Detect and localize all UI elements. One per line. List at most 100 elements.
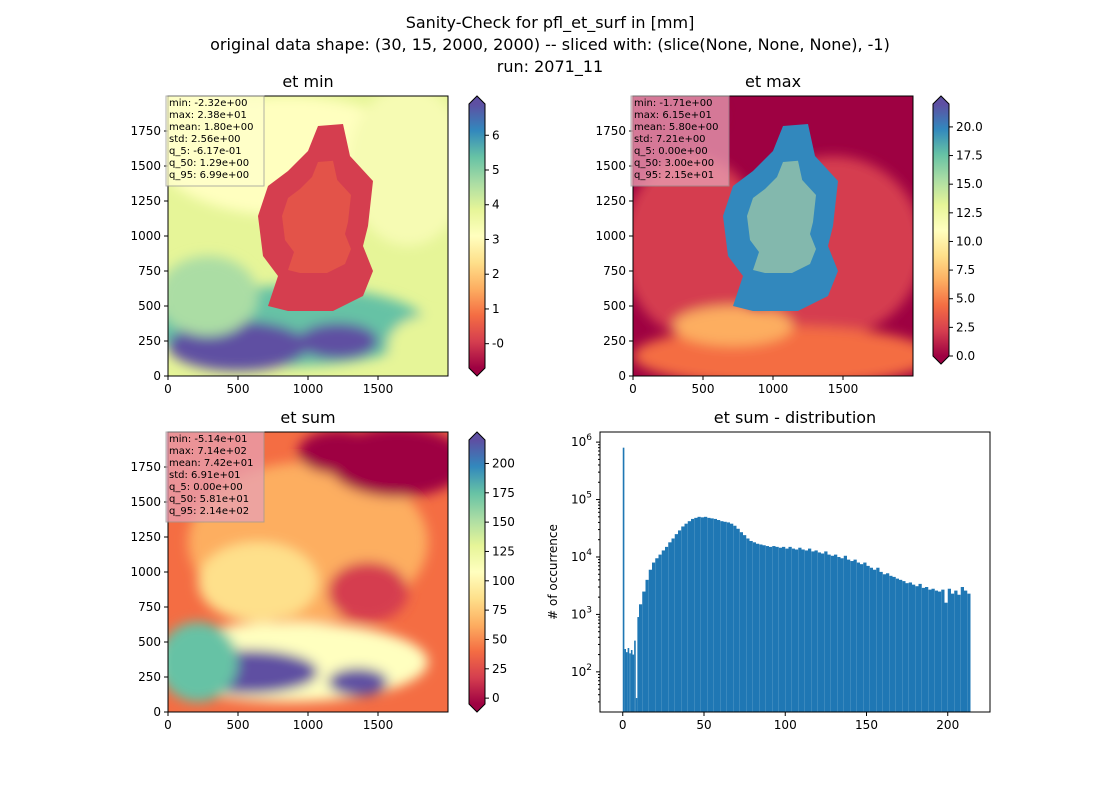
histogram-bar — [808, 548, 812, 712]
histogram-bar — [850, 561, 854, 712]
figure-title-line-3: run: 2071_11 — [496, 57, 604, 76]
colorbar-tick-label: 150 — [492, 515, 515, 529]
histogram-bar — [882, 574, 886, 712]
colorbar-tick-label: 2.5 — [956, 320, 975, 334]
y-tick-label: 1500 — [595, 159, 626, 173]
y-tick-label: 1000 — [595, 229, 626, 243]
x-tick-label: 0 — [619, 718, 627, 732]
colorbar-outline — [468, 95, 486, 377]
histogram-bar — [795, 549, 799, 712]
colorbar-tick-label: 75 — [492, 603, 507, 617]
colorbar-tick-label: 0 — [492, 691, 500, 705]
histogram-bar — [902, 581, 906, 712]
histogram-bar — [626, 652, 628, 712]
stats-line: q_95: 2.14e+02 — [169, 506, 249, 517]
histogram-bar — [772, 546, 776, 712]
y-tick-label: 103 — [571, 605, 592, 621]
histogram-bars — [622, 447, 971, 712]
histogram-bar — [960, 587, 964, 712]
panel-title: et min — [282, 72, 333, 91]
histogram-bar — [905, 583, 909, 712]
stats-line: q_50: 3.00e+00 — [634, 158, 714, 169]
histogram-bar — [726, 522, 730, 712]
colorbar-tick-label: 20.0 — [956, 120, 983, 134]
colorbar-tick-label: -0 — [492, 337, 504, 351]
histogram-bar — [749, 540, 753, 712]
histogram-bar — [869, 567, 873, 712]
axes-frame — [599, 431, 991, 713]
colorbar-extend-min — [469, 704, 485, 712]
histogram-bar — [964, 590, 968, 712]
histogram-bar — [804, 550, 808, 712]
colorbar-gradient — [469, 104, 485, 368]
histogram-bar — [639, 604, 643, 712]
histogram-bar — [899, 579, 903, 712]
y-tick-label: 250 — [138, 334, 161, 348]
stats-box-background — [630, 95, 730, 187]
histogram-bar — [860, 564, 864, 712]
stats-line: mean: 5.80e+00 — [634, 122, 718, 133]
colorbar-extend-min — [933, 356, 949, 364]
histogram-bar — [967, 593, 971, 712]
histogram-bar — [830, 555, 834, 712]
histogram-bar — [634, 640, 636, 712]
histogram-bar — [697, 516, 701, 712]
histogram-bar — [710, 518, 714, 712]
histogram-bar — [678, 530, 682, 712]
histogram-bar — [648, 569, 652, 712]
figure-title-line-1: Sanity-Check for pfl_et_surf in [mm] — [405, 13, 695, 32]
y-tick-label: 500 — [603, 299, 626, 313]
field-blob — [388, 316, 448, 376]
colorbar-tick-label: 6 — [492, 128, 500, 142]
y-tick-label: 102 — [571, 663, 592, 679]
histogram-bar — [889, 575, 893, 712]
colorbar: 0.0 2.5 5.0 7.5 10.0 12.5 15.0 17.5 20.0 — [932, 95, 983, 365]
colorbar-extend-min — [469, 368, 485, 376]
histogram-bar — [931, 588, 935, 712]
stats-line: mean: 7.42e+01 — [169, 458, 253, 469]
y-tick-label: 1750 — [130, 124, 161, 138]
histogram-bar — [957, 594, 961, 712]
histogram-bar — [694, 517, 698, 712]
stats-line: q_50: 1.29e+00 — [169, 158, 249, 169]
x-tick-label: 150 — [855, 718, 878, 732]
stats-line: std: 2.56e+00 — [169, 134, 241, 145]
histogram-bar — [762, 545, 766, 712]
x-tick-label: 1000 — [293, 382, 324, 396]
histogram-bar — [843, 555, 847, 712]
y-tick-label: 1000 — [130, 565, 161, 579]
colorbar-tick-label: 200 — [492, 456, 515, 470]
histogram-bar — [730, 523, 734, 712]
histogram-bar — [778, 547, 782, 712]
histogram-bar — [782, 546, 786, 712]
histogram-bar — [674, 534, 678, 712]
histogram-bar — [941, 589, 945, 712]
y-tick-label: 1500 — [130, 495, 161, 509]
histogram-bar — [798, 547, 802, 712]
colorbar-tick-label: 5 — [492, 163, 500, 177]
histogram-bar — [834, 554, 838, 712]
histogram-bar — [801, 549, 805, 712]
stats-line: min: -2.32e+00 — [169, 98, 248, 109]
histogram-bar — [637, 617, 639, 712]
histogram-bar — [947, 588, 951, 712]
histogram-bar — [627, 648, 630, 712]
histogram-bar — [827, 554, 831, 712]
histogram-bar — [658, 554, 662, 712]
histogram-bar — [700, 517, 704, 712]
histogram-bar — [739, 532, 743, 712]
stats-line: std: 6.91e+01 — [169, 470, 241, 481]
y-tick-label: 500 — [138, 635, 161, 649]
country-inner — [747, 160, 816, 273]
y-tick-label: 0 — [153, 369, 161, 383]
colorbar-tick-label: 125 — [492, 544, 515, 558]
y-tick-label: 0 — [618, 369, 626, 383]
y-tick-label: 0 — [153, 705, 161, 719]
histogram-bar — [863, 562, 867, 712]
histogram-bar — [814, 550, 818, 712]
colorbar-tick-label: 25 — [492, 662, 507, 676]
histogram-bar — [752, 542, 756, 712]
x-tick-label: 1000 — [758, 382, 789, 396]
